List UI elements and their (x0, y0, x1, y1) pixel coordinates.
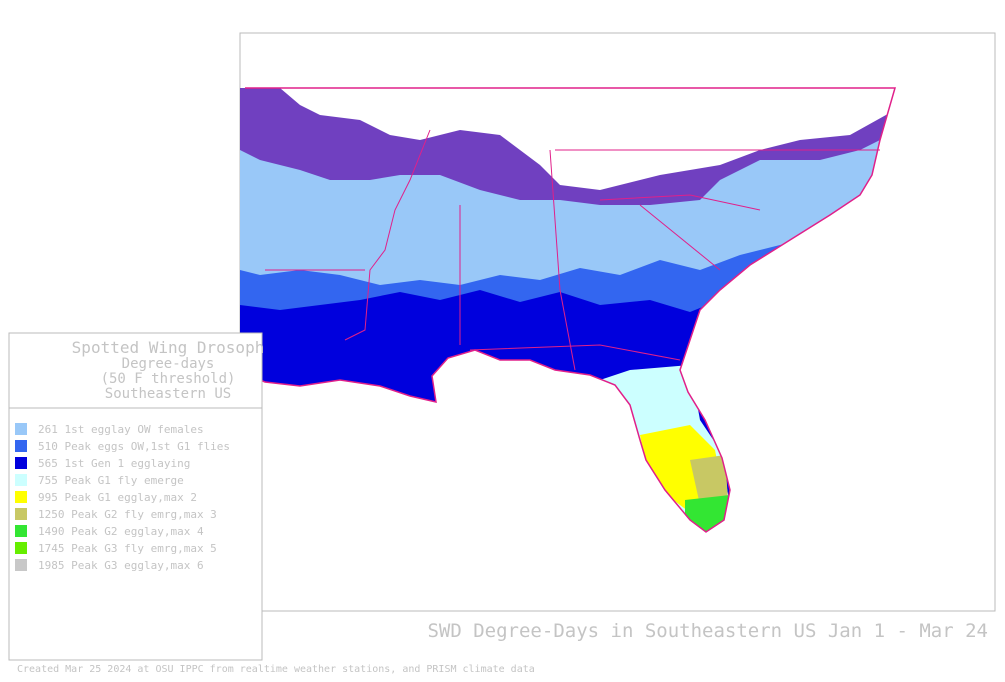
legend-swatch (15, 542, 27, 554)
legend-title-line: Southeastern US (105, 386, 231, 402)
legend-items: 261 1st egglay OW females 510 Peak eggs O… (15, 423, 230, 572)
coastline (239, 87, 896, 533)
legend-label: 1745 Peak G3 fly emrg,max 5 (38, 542, 217, 555)
legend-label: 1985 Peak G3 egglay,max 6 (38, 559, 204, 572)
legend-swatch (15, 457, 27, 469)
legend-title-line: Degree-days (122, 356, 215, 372)
legend-swatch (15, 440, 27, 452)
legend-label: 1490 Peak G2 egglay,max 4 (38, 525, 204, 538)
legend-swatch (15, 559, 27, 571)
legend-box (8, 332, 263, 661)
legend-title-line: (50 F threshold) (101, 371, 236, 387)
legend-swatch (15, 508, 27, 520)
legend-label: 995 Peak G1 egglay,max 2 (38, 491, 197, 504)
footer: Created Mar 25 2024 at OSU IPPC from rea… (17, 664, 535, 675)
map-title: SWD Degree-Days in Southeastern US Jan 1… (427, 620, 988, 642)
legend-swatch (15, 423, 27, 435)
legend-label: 510 Peak eggs OW,1st G1 flies (38, 440, 230, 453)
legend-swatch (15, 491, 27, 503)
legend-label: 565 1st Gen 1 egglaying (38, 457, 190, 470)
legend-title-line: Spotted Wing Drosoph (72, 338, 265, 357)
legend-label: 261 1st egglay OW females (38, 423, 204, 436)
legend-label: 1250 Peak G2 fly emrg,max 3 (38, 508, 217, 521)
legend-label: 755 Peak G1 fly emerge (38, 474, 184, 487)
legend-swatch (15, 474, 27, 486)
state-borders (265, 129, 880, 371)
legend-swatch (15, 525, 27, 537)
